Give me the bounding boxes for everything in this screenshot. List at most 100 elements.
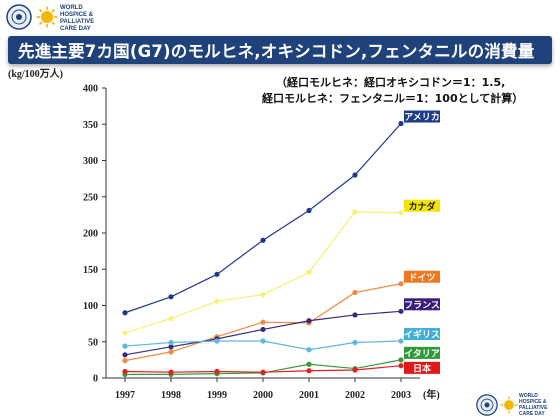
legend-swatch	[404, 270, 440, 283]
title-bar: 先進主要7カ国(G7)のモルヒネ,オキシコドン,フェンタニルの消費量	[8, 36, 552, 64]
data-point	[352, 172, 358, 178]
page-title: 先進主要7カ国(G7)のモルヒネ,オキシコドン,フェンタニルの消費量	[18, 42, 535, 61]
y-tick-label: 50	[88, 337, 98, 348]
legend-item: アメリカ	[404, 110, 440, 123]
y-tick-label: 0	[93, 374, 98, 385]
legend-label: ドイツ	[408, 272, 435, 283]
series-1	[122, 120, 404, 316]
data-point	[168, 339, 174, 346]
y-tick-label: 100	[83, 301, 98, 312]
y-tick-label: 150	[83, 265, 98, 276]
hospice-logo-footer-icon	[476, 394, 498, 416]
data-point	[398, 338, 404, 344]
legend-swatch	[404, 328, 440, 341]
data-point	[122, 343, 128, 349]
sun-logo-footer-icon	[500, 396, 518, 414]
data-point	[260, 237, 266, 243]
legend-swatch	[404, 361, 440, 374]
data-point	[214, 338, 220, 344]
data-point	[260, 338, 266, 344]
y-axis-label: (kg/100万人)	[8, 67, 63, 80]
data-point	[168, 315, 174, 322]
logo-line: HOSPICE &	[60, 12, 94, 18]
data-point	[260, 326, 266, 333]
data-point	[352, 312, 358, 318]
legend-swatch	[404, 199, 440, 212]
logo-line: CARE DAY	[519, 411, 545, 417]
data-point	[398, 281, 404, 287]
sun-logo-icon	[36, 6, 58, 28]
data-point	[398, 210, 404, 216]
series-lines	[122, 120, 404, 377]
logo-line: PALLIATIVE	[60, 19, 95, 25]
data-point	[306, 368, 312, 374]
x-tick-label: 2001	[299, 390, 319, 401]
x-tick-label: 2003	[391, 390, 411, 401]
logo-line: HOSPICE &	[519, 399, 547, 405]
series-line	[124, 123, 402, 314]
x-axis-label: (年)	[423, 388, 440, 401]
series-5	[122, 338, 404, 353]
legend-label: 日本	[413, 362, 432, 374]
legend-item: フランス	[404, 298, 440, 311]
data-point	[122, 368, 128, 375]
logo-line: CARE DAY	[60, 26, 91, 32]
axes: 0 50 100 150 200 250 300 350 400 1997 1998 1999 2000…	[83, 84, 420, 401]
data-point	[168, 349, 174, 355]
data-point	[352, 289, 358, 296]
legend-swatch	[404, 298, 440, 311]
series-7	[122, 363, 404, 375]
data-point	[122, 310, 128, 316]
data-point	[260, 319, 266, 325]
data-point	[260, 369, 266, 375]
data-point	[398, 120, 404, 127]
data-point	[122, 358, 128, 364]
legend-label: カナダ	[408, 200, 435, 212]
data-point	[260, 292, 266, 298]
data-point	[168, 294, 174, 300]
legend-label: イギリス	[404, 329, 440, 341]
y-tick-label: 200	[83, 229, 98, 240]
note-line-2: 経口モルヒネ：フェンタニル＝1：100として計算）	[262, 91, 523, 105]
data-point	[398, 308, 404, 314]
data-point	[352, 339, 358, 346]
series-4	[122, 308, 404, 358]
legend-item: ドイツ	[404, 270, 440, 283]
legend-item: イギリス	[404, 328, 440, 341]
data-point	[168, 369, 174, 375]
legend-swatch	[404, 110, 440, 123]
legend-label: イタリア	[404, 347, 440, 359]
data-point	[122, 330, 128, 336]
x-tick-label: 1998	[161, 390, 181, 401]
data-point	[306, 347, 312, 353]
x-tick-label: 2002	[345, 390, 365, 401]
data-point	[352, 367, 358, 373]
logo-line: WORLD	[519, 393, 538, 399]
legend-swatch	[404, 346, 440, 359]
logo-text: WORLD HOSPICE & PALLIATIVE CARE DAY	[60, 5, 94, 33]
data-point	[352, 209, 358, 215]
logo-line: WORLD	[60, 5, 83, 11]
data-point	[306, 318, 312, 324]
legend-item: イタリア	[404, 346, 440, 359]
data-point	[398, 357, 404, 363]
series-2	[122, 209, 404, 336]
y-tick-label: 350	[83, 120, 98, 131]
y-tick-label: 400	[83, 84, 98, 95]
legend-item: 日本	[404, 361, 440, 374]
data-point	[122, 352, 128, 358]
y-tick-label: 250	[83, 192, 98, 203]
legend-item: カナダ	[404, 199, 440, 212]
logo-text-footer: WORLD HOSPICE & PALLIATIVE CARE DAY	[519, 393, 547, 417]
data-point	[306, 207, 312, 214]
data-point	[214, 298, 220, 304]
note-line-1: （経口モルヒネ：経口オキシコドン＝1：1.5,	[276, 75, 505, 89]
legend-label: フランス	[404, 300, 440, 311]
logo-line: PALLIATIVE	[519, 405, 548, 411]
x-tick-label: 2000	[253, 390, 273, 401]
x-tick-label: 1999	[207, 390, 227, 401]
legend-label: アメリカ	[404, 112, 440, 123]
